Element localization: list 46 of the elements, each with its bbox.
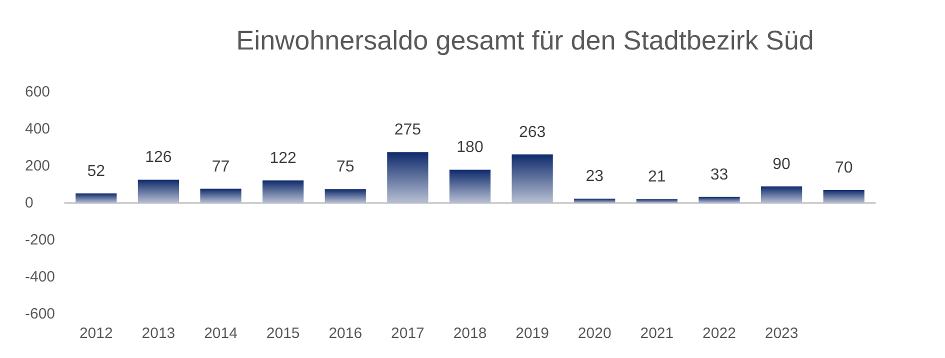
data-label: 122 [270, 150, 297, 167]
bar [387, 152, 428, 203]
y-tick-label: 600 [25, 84, 50, 100]
bar [574, 198, 616, 203]
data-label: 21 [648, 168, 666, 186]
y-tick-label: -600 [25, 306, 56, 322]
x-tick-label: 2016 [328, 325, 362, 342]
data-label: 180 [456, 139, 484, 156]
data-label: 263 [518, 124, 546, 141]
data-label: 275 [394, 122, 422, 139]
y-tick-label: 200 [25, 158, 50, 174]
y-tick-label: -200 [25, 232, 56, 248]
x-tick-label: 2021 [640, 325, 674, 342]
x-tick-label: 2018 [453, 325, 487, 342]
bar [449, 170, 491, 203]
x-tick-label: 2014 [204, 325, 238, 342]
bar [760, 186, 802, 203]
x-tick-label: 2015 [266, 325, 300, 342]
data-label: 77 [212, 158, 230, 176]
chart-title: Einwohnersaldo gesamt für den Stadtbezirk Süd [236, 26, 814, 56]
data-label: 126 [145, 149, 172, 166]
data-label: 52 [87, 162, 106, 180]
x-tick-label: 2023 [764, 325, 798, 342]
y-tick-label: -400 [25, 268, 56, 286]
data-label: 23 [586, 168, 604, 186]
bar [324, 189, 366, 203]
y-tick-label: 400 [25, 120, 50, 138]
x-tick-label: 2013 [142, 325, 176, 342]
bar [200, 188, 242, 203]
data-label: 75 [336, 158, 354, 176]
bar [138, 180, 180, 203]
x-tick-label: 2019 [516, 325, 549, 342]
bar [76, 193, 117, 203]
y-tick-label: 0 [25, 194, 34, 212]
bar [823, 190, 864, 203]
bar [262, 180, 304, 203]
data-label: 90 [772, 156, 791, 173]
x-tick-label: 2020 [578, 325, 612, 342]
bar [636, 199, 678, 203]
bar [698, 196, 740, 203]
data-label: 70 [834, 160, 853, 177]
bar [512, 154, 553, 203]
x-tick-label: 2012 [79, 325, 113, 342]
x-tick-label: 2017 [391, 325, 424, 342]
x-tick-label: 2022 [702, 325, 736, 342]
data-label: 33 [710, 166, 728, 184]
